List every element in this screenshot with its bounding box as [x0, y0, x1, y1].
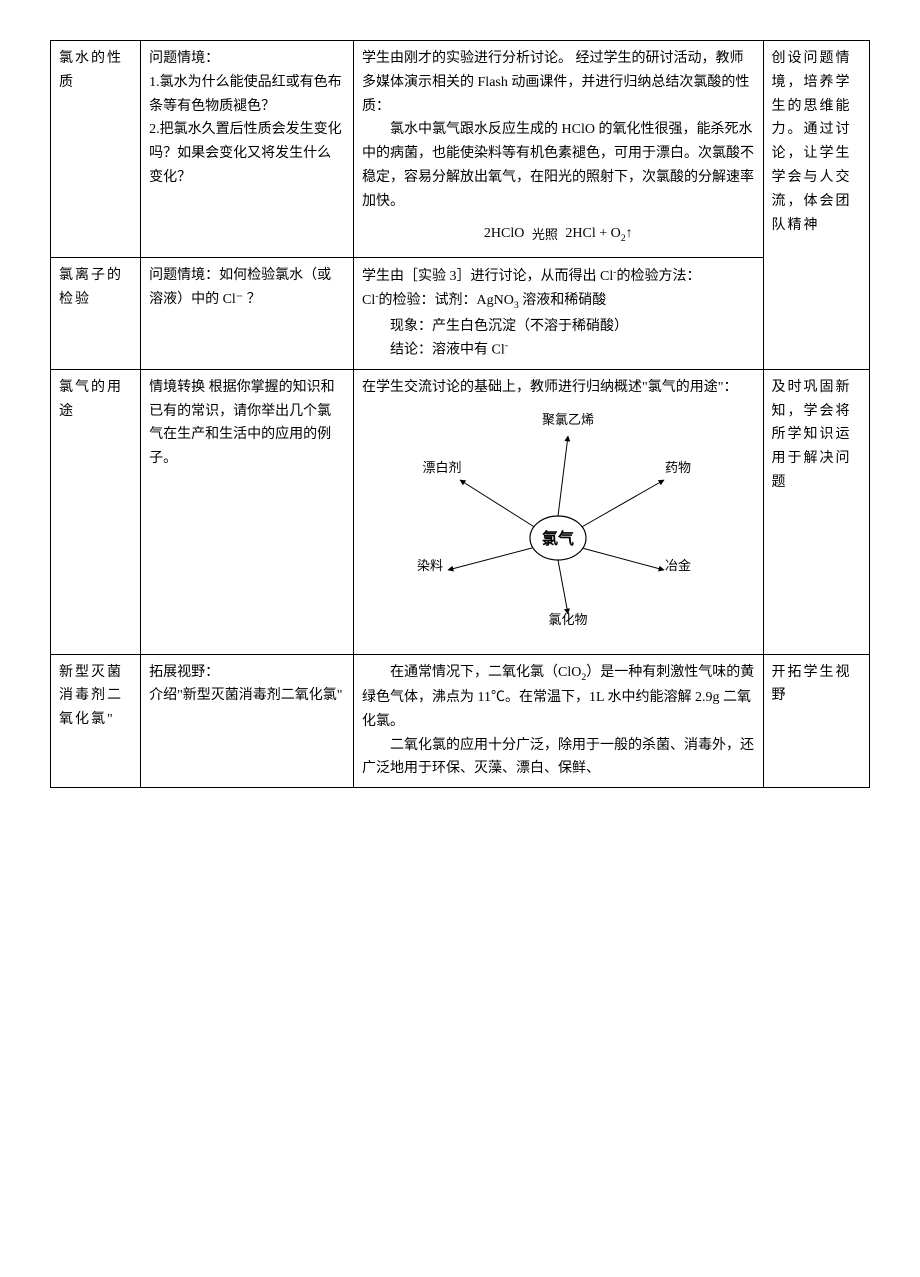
- activity-l4: 结论：溶液中有 Cl-: [362, 338, 755, 362]
- sub-3: 3: [514, 300, 519, 311]
- text: 溶液和稀硝酸: [522, 293, 606, 308]
- eq-condition: 光照: [528, 228, 562, 241]
- svg-text:染料: 染料: [417, 558, 443, 573]
- chemical-equation: 2HClO 光照 2HCl + O2↑: [362, 222, 755, 247]
- intent-cell: 开拓学生视野: [763, 654, 869, 788]
- text: 的检验方法：: [617, 269, 701, 284]
- eq-right: 2HCl + O2↑: [565, 222, 632, 247]
- text: 在通常情况下，二氧化氯（ClO: [390, 665, 581, 680]
- lesson-table: 氯水的性质 问题情境： 1.氯水为什么能使品红或有色布条等有色物质褪色？ 2.把…: [50, 40, 870, 788]
- svg-text:冶金: 冶金: [665, 558, 691, 573]
- activity-l2: Cl-的检验：试剂：AgNO3 溶液和稀硝酸: [362, 293, 606, 308]
- text: 的检验：试剂：AgNO: [379, 293, 514, 308]
- table-row: 新型灭菌消毒剂二氧化氯" 拓展视野： 介绍"新型灭菌消毒剂二氧化氯" 在通常情况…: [51, 654, 870, 788]
- activity-p3: 氯水中氯气跟水反应生成的 HClO 的氧化性很强，能杀死水中的病菌，也能使染料等…: [362, 118, 755, 213]
- svg-text:氯气: 氯气: [542, 529, 574, 548]
- context-body: 介绍"新型灭菌消毒剂二氧化氯": [149, 688, 342, 703]
- radial-diagram-svg: 聚氯乙烯药物冶金氯化物 染料 漂白剂氯气: [378, 410, 738, 638]
- text: Cl: [362, 293, 375, 308]
- text: 学生由［实验 3］进行讨论，从而得出 Cl: [362, 269, 613, 284]
- table-row: 氯气的用途 情境转换 根据你掌握的知识和已有的常识，请你举出几个氯气在生产和生活…: [51, 369, 870, 654]
- eq-left: 2HClO: [484, 222, 524, 246]
- context-q1: 1.氯水为什么能使品红或有色布条等有色物质褪色？: [149, 75, 342, 114]
- context-lead: 拓展视野：: [149, 665, 219, 680]
- activity-p1: 学生由刚才的实验进行分析讨论。: [362, 51, 572, 66]
- svg-text:聚氯乙烯: 聚氯乙烯: [542, 412, 594, 427]
- topic-cell: 氯离子的检验: [51, 258, 141, 370]
- context-lead: 情境转换 根据你掌握的知识和已有的常识，请你举出几个氯气在生产和生活中的应用的例…: [149, 380, 335, 466]
- context-lead: 问题情境：: [149, 51, 219, 66]
- context-cell: 问题情境：如何检验氯水（或溶液）中的 Cl⁻ ？: [141, 258, 354, 370]
- context-lead: 问题情境：如何检验氯水（或溶液）中的 Cl⁻ ？: [149, 268, 331, 307]
- intent-cell: 及时巩固新知，学会将所学知识运用于解决问题: [763, 369, 869, 654]
- activity-l1: 学生由［实验 3］进行讨论，从而得出 Cl-的检验方法：: [362, 269, 701, 284]
- topic-cell: 新型灭菌消毒剂二氧化氯": [51, 654, 141, 788]
- topic-cell: 氯水的性质: [51, 41, 141, 258]
- context-q2: 2.把氯水久置后性质会发生变化吗？如果会变化又将发生什么变化？: [149, 122, 342, 185]
- svg-text:药物: 药物: [665, 460, 691, 475]
- activity-lead: 在学生交流讨论的基础上，教师进行归纳概述"氯气的用途"：: [362, 380, 737, 395]
- intent-cell: 创设问题情境，培养学生的思维能力。通过讨论，让学生学会与人交流，体会团队精神: [763, 41, 869, 370]
- text: 结论：溶液中有 Cl: [390, 343, 505, 358]
- activity-cell: 在学生交流讨论的基础上，教师进行归纳概述"氯气的用途"： 聚氯乙烯药物冶金氯化物…: [354, 369, 764, 654]
- context-cell: 问题情境： 1.氯水为什么能使品红或有色布条等有色物质褪色？ 2.把氯水久置后性…: [141, 41, 354, 258]
- activity-cell: 学生由刚才的实验进行分析讨论。 经过学生的研讨活动，教师多媒体演示相关的 Fla…: [354, 41, 764, 258]
- activity-p1: 在通常情况下，二氧化氯（ClO2）是一种有刺激性气味的黄绿色气体，沸点为 11℃…: [362, 661, 755, 734]
- table-row: 氯离子的检验 问题情境：如何检验氯水（或溶液）中的 Cl⁻ ？ 学生由［实验 3…: [51, 258, 870, 370]
- svg-text:氯化物: 氯化物: [549, 612, 588, 627]
- svg-text:漂白剂: 漂白剂: [423, 460, 462, 475]
- activity-cell: 学生由［实验 3］进行讨论，从而得出 Cl-的检验方法： Cl-的检验：试剂：A…: [354, 258, 764, 370]
- activity-p2: 二氧化氯的应用十分广泛，除用于一般的杀菌、消毒外，还广泛地用于环保、灭藻、漂白、…: [362, 734, 755, 782]
- context-cell: 拓展视野： 介绍"新型灭菌消毒剂二氧化氯": [141, 654, 354, 788]
- context-cell: 情境转换 根据你掌握的知识和已有的常识，请你举出几个氯气在生产和生活中的应用的例…: [141, 369, 354, 654]
- eq-arrow-up-icon: ↑: [626, 226, 633, 241]
- topic-cell: 氯气的用途: [51, 369, 141, 654]
- eq-right-text: 2HCl + O: [565, 226, 620, 241]
- minus-sup: -: [505, 340, 508, 351]
- uses-diagram: 聚氯乙烯药物冶金氯化物 染料 漂白剂氯气: [362, 410, 755, 638]
- eq-condition-label: 光照: [532, 228, 558, 241]
- activity-l3: 现象：产生白色沉淀（不溶于稀硝酸）: [362, 315, 755, 339]
- table-row: 氯水的性质 问题情境： 1.氯水为什么能使品红或有色布条等有色物质褪色？ 2.把…: [51, 41, 870, 258]
- activity-cell: 在通常情况下，二氧化氯（ClO2）是一种有刺激性气味的黄绿色气体，沸点为 11℃…: [354, 654, 764, 788]
